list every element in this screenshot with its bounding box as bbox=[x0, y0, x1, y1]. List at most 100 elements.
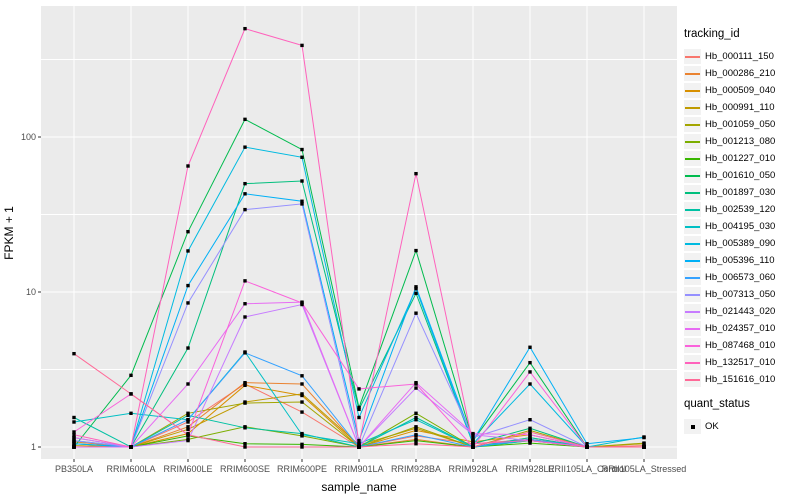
data-point bbox=[186, 346, 190, 350]
data-point bbox=[528, 426, 532, 431]
legend-key-line-icon bbox=[685, 293, 700, 296]
legend-key-line-icon bbox=[685, 191, 700, 194]
data-point bbox=[186, 382, 190, 386]
data-point bbox=[243, 401, 247, 405]
legend-key-box bbox=[684, 372, 701, 387]
legend-key-box bbox=[684, 100, 701, 115]
legend-key-line-icon bbox=[685, 310, 700, 313]
legend-item-label: Hb_001610_050 bbox=[705, 170, 776, 181]
data-point bbox=[186, 418, 190, 422]
y-tick-label: 1 bbox=[31, 442, 36, 452]
legend-key-line-icon bbox=[685, 106, 700, 109]
data-point bbox=[186, 433, 190, 437]
data-point bbox=[300, 433, 304, 437]
legend-item: Hb_007313_050 bbox=[684, 286, 798, 303]
legend-key-line-icon bbox=[685, 208, 700, 211]
y-tick-label: 100 bbox=[21, 132, 36, 142]
legend-key-line-icon bbox=[685, 174, 700, 177]
data-point bbox=[243, 445, 247, 449]
data-point bbox=[72, 435, 76, 440]
data-point bbox=[528, 370, 532, 374]
data-point bbox=[300, 400, 304, 404]
legend-key-line-icon bbox=[685, 89, 700, 92]
data-point bbox=[642, 445, 646, 449]
data-point bbox=[300, 382, 304, 386]
x-tick-label: RRIM928LA bbox=[448, 464, 497, 474]
data-point bbox=[186, 420, 190, 424]
legend-item: Hb_151616_010 bbox=[684, 371, 798, 388]
y-tick-label: 10 bbox=[26, 287, 36, 297]
legend-item: Hb_001213_080 bbox=[684, 133, 798, 150]
data-point bbox=[642, 441, 646, 445]
data-point bbox=[186, 283, 190, 288]
data-point bbox=[585, 442, 589, 446]
data-point bbox=[186, 427, 190, 432]
legend-items: Hb_000111_150 Hb_000286_210 Hb_000509_040 H… bbox=[684, 48, 798, 388]
legend-key-box bbox=[684, 185, 701, 200]
legend-item-label: Hb_024357_010 bbox=[705, 323, 776, 334]
legend-quant-status: quant_status OK bbox=[684, 398, 798, 435]
data-point bbox=[186, 411, 190, 415]
legend-key-line-icon bbox=[685, 327, 700, 330]
data-point bbox=[186, 425, 190, 429]
data-point bbox=[72, 445, 76, 449]
data-point bbox=[357, 442, 361, 446]
legend-item-label: Hb_087468_010 bbox=[705, 340, 776, 351]
data-point bbox=[243, 442, 247, 446]
data-point bbox=[243, 279, 247, 283]
legend-item: Hb_001610_050 bbox=[684, 167, 798, 184]
legend-key-line-icon bbox=[685, 276, 700, 279]
data-point bbox=[528, 435, 532, 440]
legend-item-label: Hb_000111_150 bbox=[705, 51, 774, 62]
legend-key-box bbox=[684, 117, 701, 132]
data-point bbox=[357, 415, 361, 420]
data-point bbox=[186, 229, 190, 234]
legend-item: Hb_024357_010 bbox=[684, 320, 798, 337]
legend-title-tracking-id: tracking_id bbox=[684, 28, 740, 40]
legend-key-line-icon bbox=[685, 378, 700, 381]
data-point bbox=[72, 433, 76, 437]
x-tick-label: RRIM928BA bbox=[391, 464, 441, 474]
data-point bbox=[72, 442, 76, 446]
data-point bbox=[129, 445, 133, 449]
legend-item: Hb_000509_040 bbox=[684, 82, 798, 99]
legend-item-label: Hb_004195_030 bbox=[705, 221, 776, 232]
y-axis-title: FPKM + 1 bbox=[2, 206, 16, 260]
data-point bbox=[357, 387, 361, 391]
data-point bbox=[585, 445, 589, 449]
data-point bbox=[72, 351, 76, 356]
data-point bbox=[243, 207, 247, 212]
x-tick-label: RRIM600LE bbox=[163, 464, 212, 474]
data-point bbox=[243, 145, 247, 149]
legend-item-label: Hb_021443_020 bbox=[705, 306, 776, 317]
legend-key-box bbox=[684, 304, 701, 319]
legend-item-label: Hb_001227_010 bbox=[705, 153, 776, 164]
legend-key-box bbox=[684, 202, 701, 217]
legend-item: Hb_087468_010 bbox=[684, 337, 798, 354]
data-point bbox=[528, 382, 532, 386]
legend-item-label: Hb_001897_030 bbox=[705, 187, 776, 198]
data-point bbox=[357, 445, 361, 449]
data-point bbox=[528, 430, 532, 434]
data-point bbox=[414, 311, 418, 315]
legend-key-box bbox=[684, 338, 701, 353]
legend-key-box bbox=[684, 49, 701, 64]
legend-item: Hb_004195_030 bbox=[684, 218, 798, 235]
legend-key-line-icon bbox=[685, 225, 700, 228]
data-point bbox=[471, 438, 475, 443]
data-point bbox=[300, 445, 304, 449]
legend-item: Hb_000111_150 bbox=[684, 48, 798, 65]
legend-key-box bbox=[684, 134, 701, 149]
legend-item: Hb_005396_110 bbox=[684, 252, 798, 269]
legend-key-box bbox=[684, 270, 701, 285]
legend-item-label: Hb_132517_010 bbox=[705, 357, 776, 368]
data-point bbox=[414, 411, 418, 415]
data-point bbox=[528, 441, 532, 445]
legend-key-box bbox=[684, 253, 701, 268]
data-point bbox=[300, 301, 304, 305]
data-point bbox=[129, 411, 133, 415]
legend-item: Hb_021443_020 bbox=[684, 303, 798, 320]
data-point bbox=[186, 249, 190, 253]
legend-key-line-icon bbox=[685, 72, 700, 75]
